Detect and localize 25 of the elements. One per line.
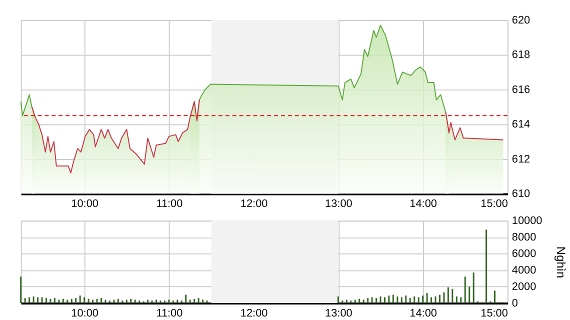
y-tick-label: 0 [512,297,518,310]
y-tick-label: 620 [512,14,530,26]
x-tick-label: 11:00 [156,307,183,320]
x-tick-label: 10:00 [71,198,98,210]
y-tick-label: 618 [512,49,530,62]
y-tick-label: 4000 [512,264,536,277]
y-tick-label: 610 [512,188,530,200]
x-tick-label: 11:00 [156,198,183,210]
y-tick-label: 614 [512,118,530,131]
x-tick-label: 14:00 [410,198,437,210]
x-tick-label: 13:00 [325,198,352,210]
y-tick-label: 6000 [512,248,536,260]
x-tick-label: 15:00 [480,307,508,320]
x-tick-label: 13:00 [325,307,352,320]
x-tick-label: 12:00 [240,307,268,320]
y-axis-title: Nghìn [554,246,568,278]
y-tick-label: 2000 [512,280,536,293]
y-tick-label: 10000 [512,215,542,228]
y-tick-label: 8000 [512,232,536,244]
y-tick-label: 616 [512,84,530,96]
x-tick-label: 10:00 [71,307,98,320]
y-tick-label: 612 [512,153,530,166]
x-tick-label: 15:00 [480,198,508,210]
x-tick-label: 14:00 [410,307,437,320]
x-tick-label: 12:00 [240,198,268,210]
